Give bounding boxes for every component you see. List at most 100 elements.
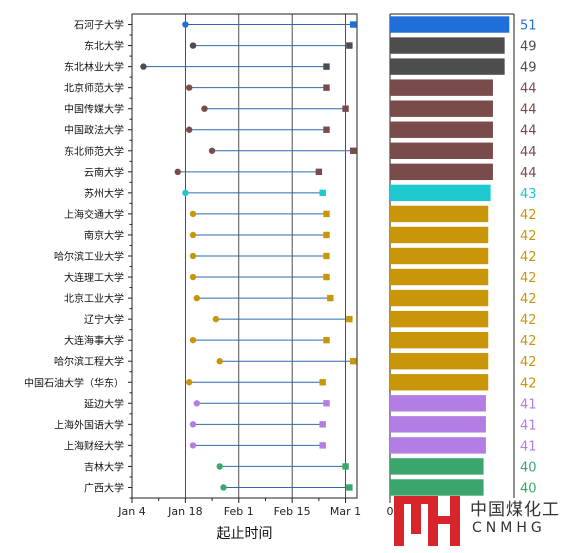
start-marker: [189, 231, 197, 239]
category-label: 东北大学: [84, 40, 124, 53]
bar-value-label: 42: [520, 355, 537, 370]
bar-value-label: 44: [520, 82, 537, 97]
category-label: 中国传媒大学: [64, 103, 124, 116]
bar: [390, 247, 489, 265]
end-marker: [342, 463, 349, 470]
x-tick-label: Jan 18: [167, 505, 202, 518]
end-marker: [349, 147, 357, 154]
bar-value-label: 42: [520, 250, 537, 265]
start-marker: [186, 126, 193, 133]
bar: [390, 310, 489, 328]
bar-value-label: 42: [520, 334, 537, 349]
x-axis-title: 起止时间: [217, 526, 273, 542]
bar: [390, 458, 484, 475]
bar-value-label: 44: [520, 166, 537, 181]
x-tick-label: Feb 15: [274, 505, 311, 518]
bar: [390, 289, 489, 307]
start-marker: [208, 147, 216, 154]
end-marker: [315, 168, 323, 176]
end-marker: [349, 358, 357, 365]
category-label: 中国政法大学: [64, 124, 124, 137]
start-marker: [193, 400, 201, 407]
category-label: 大连海事大学: [64, 334, 124, 347]
bar: [390, 416, 486, 433]
end-marker: [323, 84, 330, 91]
start-marker: [189, 442, 197, 449]
watermark-logo: [394, 490, 565, 549]
category-label: 石河子大学: [74, 19, 124, 32]
start-marker: [182, 21, 189, 28]
category-label: 北京工业大学: [64, 292, 124, 305]
bar-value-label: 40: [520, 460, 537, 475]
category-label: 北京师范大学: [64, 82, 124, 95]
bar-value-label: 42: [520, 313, 537, 328]
end-marker: [342, 105, 349, 112]
category-label: 东北师范大学: [64, 145, 124, 158]
bar-x-tick-label: 0: [387, 505, 394, 518]
end-marker: [327, 294, 334, 302]
bar: [390, 268, 489, 286]
start-marker: [212, 315, 220, 323]
bar: [390, 374, 489, 391]
end-marker: [323, 252, 330, 260]
bar-value-label: 42: [520, 271, 537, 286]
end-marker: [323, 336, 330, 344]
start-marker: [189, 421, 197, 428]
bar: [390, 184, 491, 202]
bar: [390, 331, 489, 349]
bar: [390, 479, 484, 496]
bar: [390, 37, 505, 54]
bar-value-label: 51: [520, 19, 537, 34]
category-label: 云南大学: [84, 166, 124, 179]
start-marker: [189, 336, 197, 344]
end-marker: [323, 210, 330, 218]
x-tick-label: Feb 1: [224, 505, 254, 518]
end-marker: [323, 63, 330, 70]
bar-value-label: 41: [520, 439, 537, 454]
start-marker: [189, 273, 197, 281]
bar-value-label: 42: [520, 376, 537, 391]
end-marker: [349, 21, 357, 28]
dumbbell-panel: Jan 4 Jan 18 Feb 1 Feb 15 Mar 1 起止时间 石河子大学东北大学…: [24, 13, 361, 542]
category-label: 辽宁大学: [84, 313, 124, 326]
watermark-cn-text: 中国煤化工: [470, 500, 560, 520]
start-marker: [201, 105, 208, 112]
end-marker: [346, 315, 353, 323]
x-tick-label: Mar 1: [330, 505, 361, 518]
bar: [390, 437, 486, 454]
bar-value-label: 42: [520, 229, 537, 244]
category-label: 中国石油大学（华东）: [24, 376, 124, 389]
start-marker: [216, 358, 223, 365]
start-marker: [186, 84, 193, 91]
category-label: 苏州大学: [84, 187, 124, 200]
bar: [390, 16, 510, 33]
start-marker: [189, 252, 197, 260]
bar-value-label: 41: [520, 397, 537, 412]
bar: [390, 100, 493, 117]
start-marker: [220, 484, 227, 491]
bar-value-label: 44: [520, 124, 537, 139]
end-marker: [319, 189, 326, 197]
category-label: 哈尔滨工业大学: [54, 250, 124, 263]
start-marker: [189, 42, 197, 49]
category-label: 哈尔滨工程大学: [54, 355, 124, 368]
bar: [390, 353, 489, 370]
bar: [390, 395, 486, 412]
category-label: 吉林大学: [84, 460, 124, 473]
category-label: 东北林业大学: [64, 61, 124, 74]
end-marker: [323, 231, 330, 239]
bar: [390, 142, 493, 159]
end-marker: [323, 126, 330, 133]
x-tick-label: Jan 4: [117, 505, 145, 518]
watermark-mark-icon: [394, 496, 460, 546]
category-label: 广西大学: [84, 481, 124, 494]
category-label: 上海交通大学: [64, 208, 124, 221]
start-marker: [182, 189, 189, 197]
bar-value-label: 42: [520, 208, 537, 223]
bar-panel: 0 51 49 49 44 44 44 44 44 43 42 42 42 42 42 42 42 42 42 41 4…: [387, 13, 537, 518]
start-marker: [186, 379, 193, 386]
bar: [390, 205, 489, 223]
start-marker: [193, 294, 201, 302]
bar: [390, 226, 489, 244]
